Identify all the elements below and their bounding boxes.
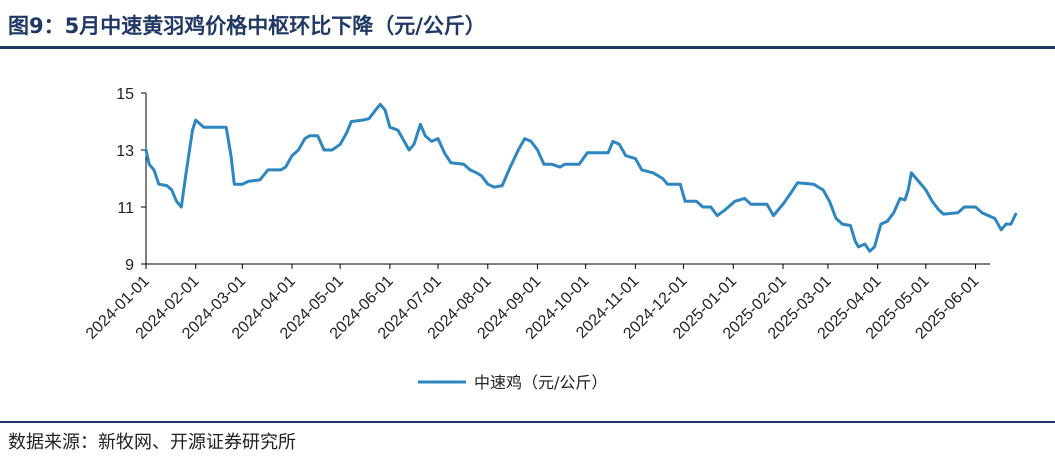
y-tick-label: 11: [117, 200, 134, 217]
title-rule: [0, 46, 1055, 49]
y-axis-ticks: 9 11 13 15: [116, 86, 146, 274]
y-tick-label: 15: [116, 86, 134, 103]
y-tick-label: 13: [116, 143, 134, 160]
legend-label: 中速鸡（元/公斤）: [474, 373, 607, 392]
chart-title: 图9：5月中速黄羽鸡价格中枢环比下降（元/公斤）: [8, 14, 486, 38]
footer-rule: [0, 421, 1055, 423]
legend: 中速鸡（元/公斤）: [418, 373, 607, 392]
y-tick-label: 9: [125, 257, 134, 274]
series-line-zhongsu-ji: [144, 102, 1018, 253]
source-note: 数据来源：新牧网、开源证券研究所: [8, 432, 296, 453]
x-axis-ticks: 2024-01-012024-02-012024-03-012024-04-01…: [83, 264, 982, 343]
line-chart: 9 11 13 15 2024-01-012024-02-012024-03-0120…: [83, 86, 1018, 392]
